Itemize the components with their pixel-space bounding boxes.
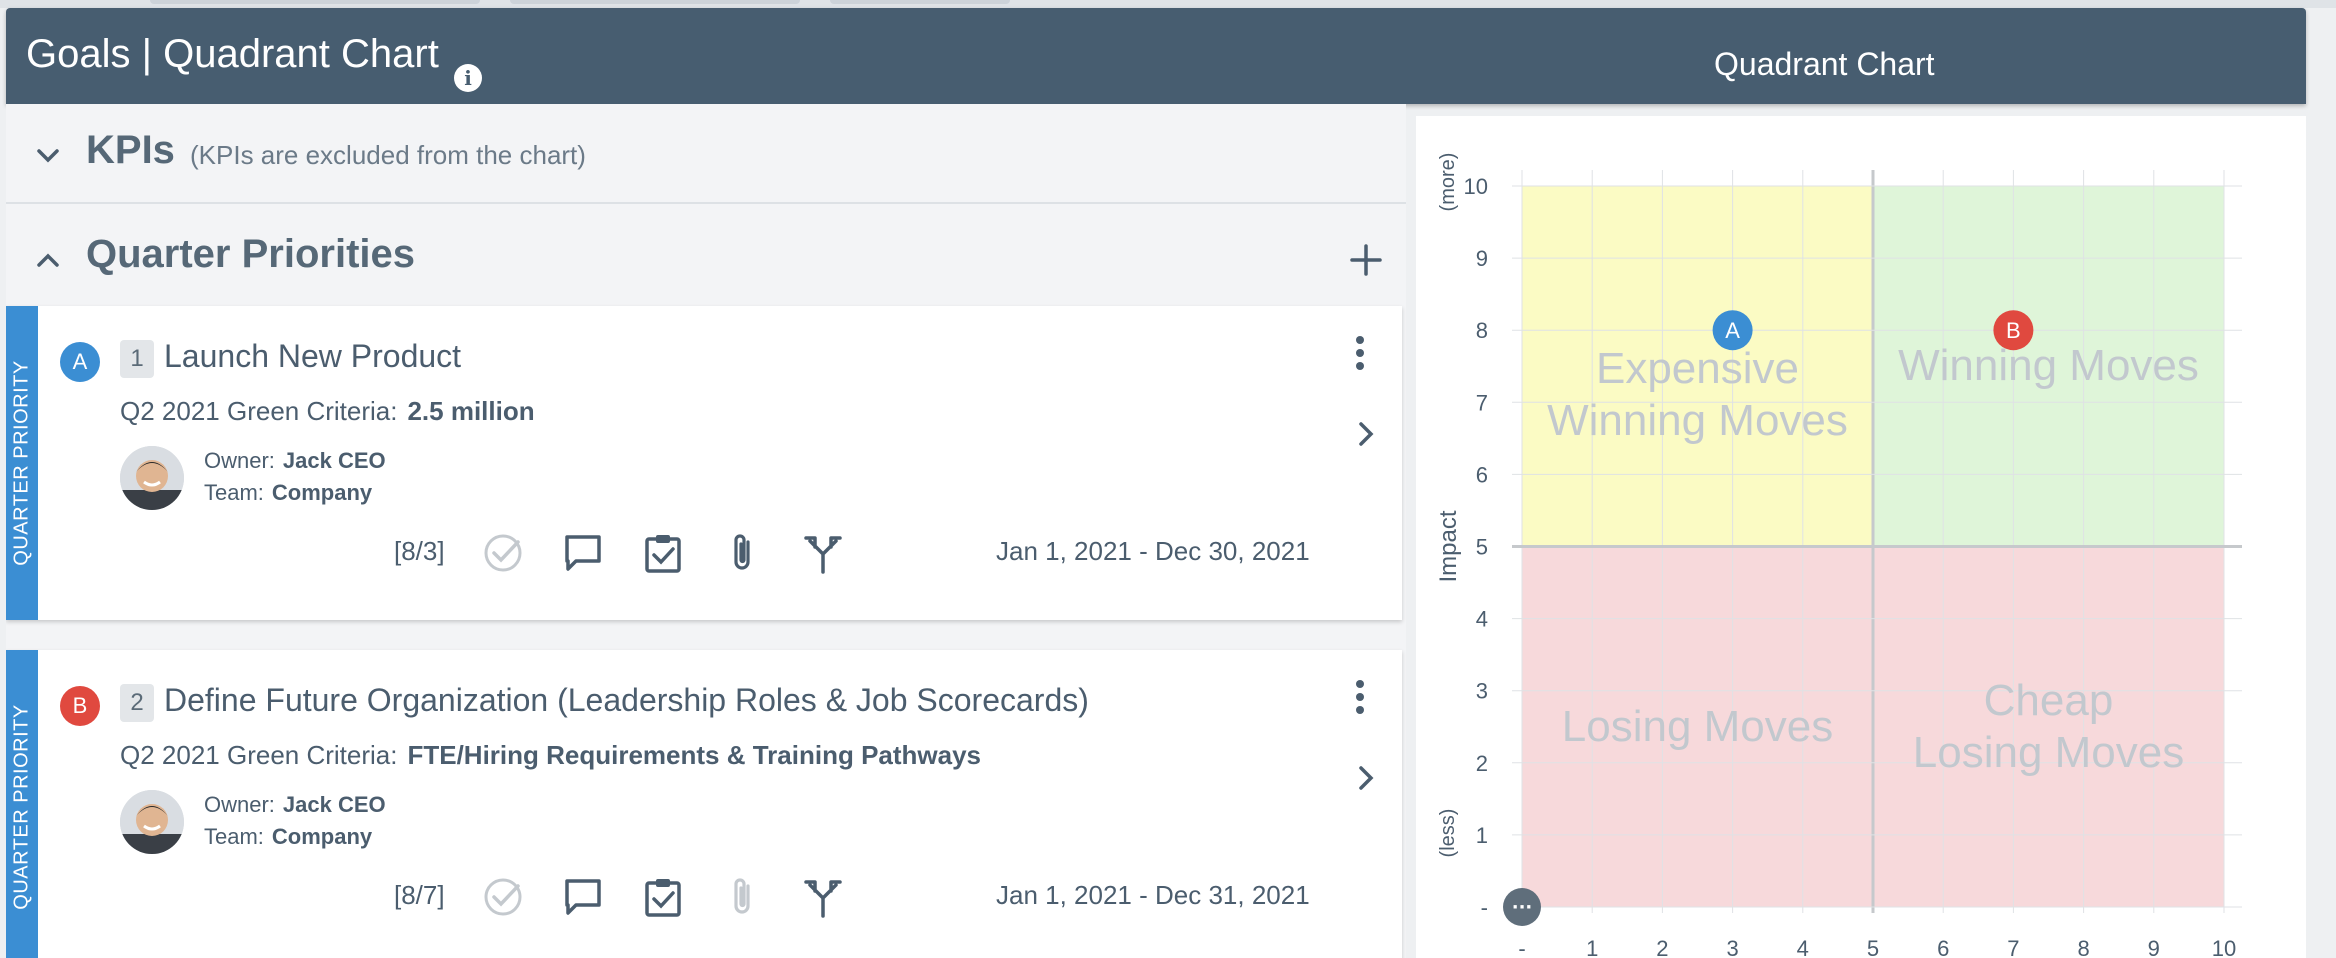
more-options-icon[interactable] — [1352, 680, 1368, 720]
quadrant-bottom-left — [1522, 546, 1873, 907]
chevron-right-icon[interactable] — [1352, 762, 1380, 794]
y-axis-label: Impact — [1435, 510, 1462, 582]
priority-title[interactable]: Launch New Product — [164, 338, 462, 374]
quadrant-label-line: Losing Moves — [1912, 727, 2185, 777]
quadrant-label-line: Losing Moves — [1561, 701, 1834, 751]
quadrant-label: Cheap Losing Moves — [1849, 675, 2249, 779]
y-axis-less-hint: (less) — [1437, 809, 1459, 858]
x-tick-label: 5 — [1867, 936, 1879, 958]
quadrant-top-left — [1522, 186, 1873, 547]
kpis-title: KPIs — [86, 128, 175, 172]
x-tick-label: 1 — [1586, 936, 1598, 958]
origin-more-button — [1503, 888, 1541, 926]
quadrant-label-line: Cheap — [1983, 675, 2114, 725]
chart-point-a[interactable] — [1712, 310, 1753, 351]
priority-type-band: QUARTER PRIORITY — [6, 650, 38, 958]
y-tick-label: 1 — [1476, 823, 1488, 848]
milestone-count: [8/3] — [394, 536, 445, 566]
attachment-icon[interactable] — [722, 532, 764, 574]
chart-marker-badge: B — [60, 686, 100, 726]
avatar — [120, 790, 184, 854]
priority-number: 2 — [120, 684, 154, 722]
y-tick-label: 8 — [1476, 318, 1488, 343]
y-tick-label: 7 — [1476, 390, 1488, 415]
task-clipboard-icon[interactable] — [642, 532, 684, 574]
milestone-count: [8/7] — [394, 880, 445, 910]
x-tick-label: - — [1518, 936, 1525, 958]
y-axis-more-hint: (more) — [1437, 153, 1459, 212]
alignment-split-icon[interactable] — [802, 532, 844, 574]
team-info: Team: Company — [204, 480, 373, 505]
page-header: Goals | Quadrant Chart i Quadrant Chart — [6, 8, 2306, 104]
priority-card[interactable]: QUARTER PRIORITY B 2 Define Future Organ… — [6, 650, 1402, 958]
goals-panel: KPIs (KPIs are excluded from the chart) … — [6, 104, 1406, 958]
quadrant-label-line: Expensive — [1595, 344, 1799, 394]
chart-point-label: A — [1725, 318, 1740, 343]
date-range: Jan 1, 2021 - Dec 30, 2021 — [996, 536, 1310, 566]
y-tick-label: 10 — [1464, 174, 1488, 199]
add-priority-button[interactable] — [1346, 240, 1386, 280]
quarter-priorities-title: Quarter Priorities — [86, 232, 416, 276]
priority-type-band: QUARTER PRIORITY — [6, 306, 38, 620]
kpis-note: (KPIs are excluded from the chart) — [190, 140, 586, 170]
chevron-up-icon[interactable] — [34, 246, 62, 274]
owner-info: Owner: Jack CEO — [204, 448, 386, 473]
comment-icon[interactable] — [562, 532, 604, 574]
y-tick-label: - — [1481, 895, 1488, 920]
quadrant-label: Expensive Winning Moves — [1498, 343, 1898, 447]
quadrant-label: Winning Moves — [1849, 340, 2249, 392]
chart-point-label: B — [2006, 318, 2021, 343]
x-tick-label: 2 — [1656, 936, 1668, 958]
quadrant-top-right — [1873, 186, 2224, 547]
green-criteria: Q2 2021 Green Criteria: FTE/Hiring Requir… — [120, 740, 982, 770]
quarter-priorities-section-header[interactable] — [6, 206, 1406, 306]
date-range: Jan 1, 2021 - Dec 31, 2021 — [996, 880, 1310, 910]
origin-more-label: ··· — [1512, 897, 1533, 918]
y-tick-label: 3 — [1476, 679, 1488, 704]
priority-number: 1 — [120, 340, 154, 378]
y-tick-label: 9 — [1476, 246, 1488, 271]
check-circle-icon[interactable] — [482, 532, 524, 574]
owner-info: Owner: Jack CEO — [204, 792, 386, 817]
attachment-icon[interactable] — [722, 876, 764, 918]
chart-marker-badge: A — [60, 342, 100, 382]
task-clipboard-icon[interactable] — [642, 876, 684, 918]
comment-icon[interactable] — [562, 876, 604, 918]
page-title: Goals | Quadrant Chart — [26, 32, 439, 76]
quadrant-bottom-right — [1873, 546, 2224, 907]
chart-panel-title: Quadrant Chart — [1714, 46, 1935, 82]
chevron-down-icon[interactable] — [34, 142, 62, 170]
x-tick-label: 3 — [1726, 936, 1738, 958]
y-tick-label: 5 — [1476, 535, 1488, 560]
x-tick-label: 7 — [2007, 936, 2019, 958]
y-tick-label: 6 — [1476, 462, 1488, 487]
kpis-section-header[interactable]: KPIs (KPIs are excluded from the chart) — [6, 104, 1406, 204]
x-tick-label: 8 — [2077, 936, 2089, 958]
quadrant-label-line: Winning Moves — [1898, 341, 2199, 391]
priority-title[interactable]: Define Future Organization (Leadership R… — [164, 682, 1089, 718]
priority-card[interactable]: QUARTER PRIORITY A 1 Launch New Product … — [6, 306, 1402, 620]
alignment-split-icon[interactable] — [802, 876, 844, 918]
x-tick-label: 4 — [1797, 936, 1809, 958]
green-criteria: Q2 2021 Green Criteria: 2.5 million — [120, 396, 535, 426]
info-icon[interactable]: i — [454, 64, 482, 92]
x-tick-label: 10 — [2212, 936, 2236, 958]
quadrant-label-line: Winning Moves — [1547, 396, 1848, 446]
quadrant-chart: - 1 2 3 4 5 6 7 8 9 10 10 9 8 7 6 5 4 3 2 1 - Impact (more) (les… — [1435, 153, 2242, 958]
x-tick-label: 9 — [2148, 936, 2160, 958]
check-circle-icon[interactable] — [482, 876, 524, 918]
plus-icon — [1350, 244, 1382, 276]
more-options-icon[interactable] — [1352, 336, 1368, 376]
top-strip — [0, 0, 2336, 8]
x-tick-label: 6 — [1937, 936, 1949, 958]
team-info: Team: Company — [204, 824, 373, 849]
y-tick-label: 2 — [1476, 751, 1488, 776]
y-tick-label: 4 — [1476, 607, 1488, 632]
chevron-right-icon[interactable] — [1352, 418, 1380, 450]
quadrant-chart-panel: - 1 2 3 4 5 6 7 8 9 10 10 9 8 7 6 5 4 3 2 1 - Impact (more) (les… — [1416, 116, 2306, 958]
chart-point-b[interactable] — [1993, 310, 2034, 351]
avatar — [120, 446, 184, 510]
quadrant-label: Losing Moves — [1498, 701, 1898, 753]
